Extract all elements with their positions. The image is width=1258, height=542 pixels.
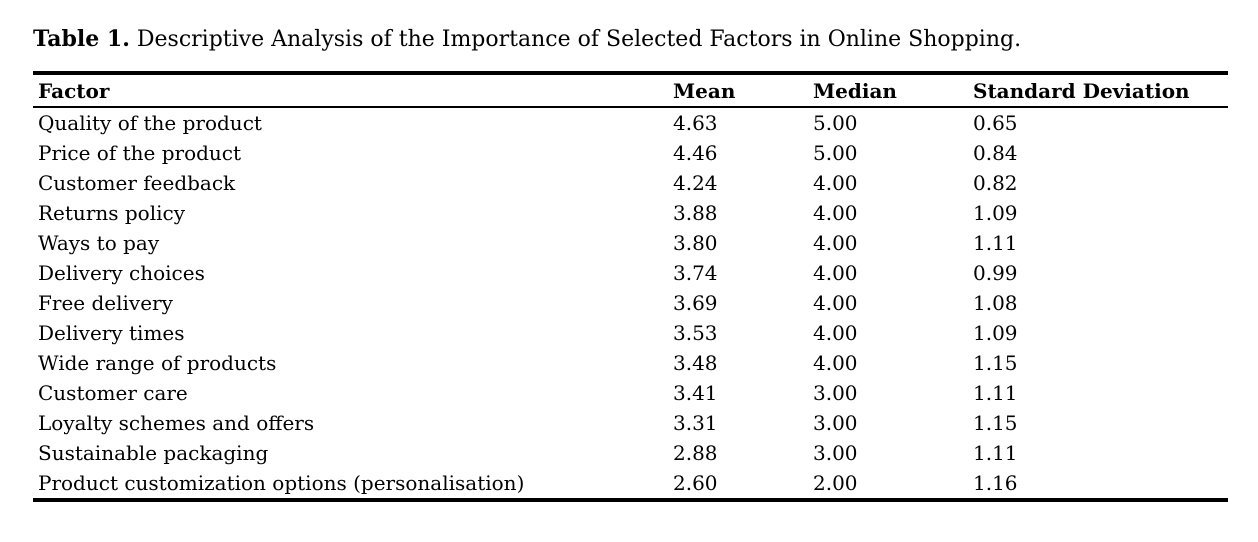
factor-cell: Ways to pay [38,231,160,255]
column-header-standard-deviation: Standard Deviation [973,73,1228,108]
table-row: Customer care 3.41 3.00 1.11 [33,378,1228,408]
mean-cell: 3.48 [673,351,718,375]
median-cell: 3.00 [813,441,858,465]
mean-cell: 2.88 [673,441,718,465]
column-header-factor: Factor [33,73,673,108]
table-row: Loyalty schemes and offers 3.31 3.00 1.15 [33,408,1228,438]
table-body: Quality of the product 4.63 5.00 0.65 Price … [33,107,1228,500]
median-cell: 5.00 [813,141,858,165]
mean-cell: 2.60 [673,471,718,495]
table-caption-text: Descriptive Analysis of the Importance o… [129,27,1022,52]
mean-cell: 4.63 [673,111,718,135]
median-cell: 4.00 [813,351,858,375]
mean-cell: 4.24 [673,171,718,195]
mean-cell: 3.53 [673,321,718,345]
mean-cell: 3.74 [673,261,718,285]
factor-cell: Quality of the product [38,111,262,135]
standard-deviation-cell: 0.65 [973,111,1018,135]
factor-cell: Customer care [38,381,188,405]
standard-deviation-cell: 1.09 [973,321,1018,345]
mean-cell: 3.69 [673,291,718,315]
column-header-median: Median [813,73,973,108]
mean-cell: 3.80 [673,231,718,255]
factor-cell: Wide range of products [38,351,277,375]
factor-cell: Delivery times [38,321,185,345]
table-row: Returns policy 3.88 4.00 1.09 [33,198,1228,228]
standard-deviation-cell: 0.84 [973,141,1018,165]
table-header-row: Factor Mean Median Standard Deviation [33,73,1228,108]
median-cell: 4.00 [813,171,858,195]
table-row: Free delivery 3.69 4.00 1.08 [33,288,1228,318]
standard-deviation-cell: 1.16 [973,471,1018,495]
table-row: Customer feedback 4.24 4.00 0.82 [33,168,1228,198]
standard-deviation-cell: 0.99 [973,261,1018,285]
standard-deviation-cell: 1.11 [973,231,1018,255]
standard-deviation-cell: 0.82 [973,171,1018,195]
factor-cell: Sustainable packaging [38,441,269,465]
factor-cell: Customer feedback [38,171,236,195]
descriptive-stats-table: Factor Mean Median Standard Deviation Qu… [33,71,1228,502]
table-caption-label: Table 1. [33,26,130,52]
factor-cell: Product customization options (personali… [38,471,525,495]
standard-deviation-cell: 1.09 [973,201,1018,225]
median-cell: 4.00 [813,231,858,255]
median-cell: 3.00 [813,411,858,435]
standard-deviation-cell: 1.11 [973,441,1018,465]
table-row: Ways to pay 3.80 4.00 1.11 [33,228,1228,258]
standard-deviation-cell: 1.15 [973,351,1018,375]
median-cell: 4.00 [813,261,858,285]
mean-cell: 3.41 [673,381,718,405]
median-cell: 3.00 [813,381,858,405]
median-cell: 4.00 [813,321,858,345]
factor-cell: Loyalty schemes and offers [38,411,315,435]
table-row: Delivery choices 3.74 4.00 0.99 [33,258,1228,288]
median-cell: 4.00 [813,201,858,225]
median-cell: 5.00 [813,111,858,135]
mean-cell: 3.31 [673,411,718,435]
table-row: Product customization options (personali… [33,468,1228,500]
table-row: Sustainable packaging 2.88 3.00 1.11 [33,438,1228,468]
factor-cell: Delivery choices [38,261,205,285]
table-row: Price of the product 4.46 5.00 0.84 [33,138,1228,168]
standard-deviation-cell: 1.11 [973,381,1018,405]
factor-cell: Price of the product [38,141,242,165]
median-cell: 2.00 [813,471,858,495]
factor-cell: Free delivery [38,291,173,315]
table-row: Delivery times 3.53 4.00 1.09 [33,318,1228,348]
factor-cell: Returns policy [38,201,186,225]
table-row: Wide range of products 3.48 4.00 1.15 [33,348,1228,378]
median-cell: 4.00 [813,291,858,315]
table-row: Quality of the product 4.63 5.00 0.65 [33,107,1228,138]
mean-cell: 4.46 [673,141,718,165]
mean-cell: 3.88 [673,201,718,225]
standard-deviation-cell: 1.15 [973,411,1018,435]
column-header-mean: Mean [673,73,813,108]
standard-deviation-cell: 1.08 [973,291,1018,315]
table-caption: Table 1. Descriptive Analysis of the Imp… [33,24,1228,55]
